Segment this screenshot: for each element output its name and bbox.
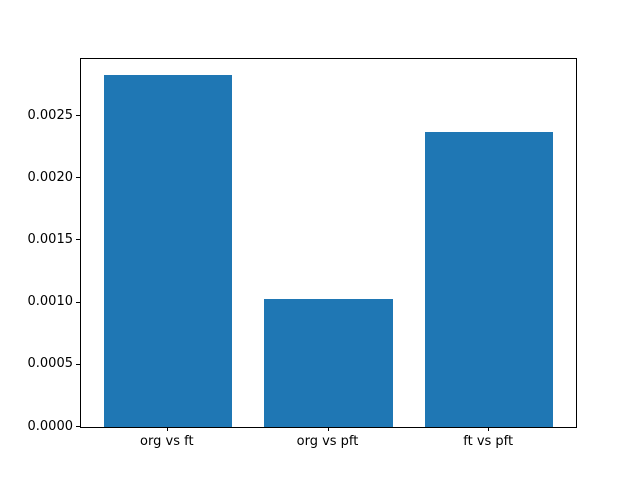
x-tick-label: org vs pft: [296, 434, 359, 449]
x-tick-mark: [327, 427, 329, 431]
bar-org-vs-ft: [103, 74, 233, 427]
y-tick-label: 0.0000: [27, 418, 74, 434]
y-tick-label: 0.0020: [27, 169, 74, 185]
y-tick-label: 0.0025: [27, 107, 74, 123]
y-tick-mark: [76, 301, 80, 303]
y-tick-label: 0.0005: [27, 356, 74, 372]
y-tick-label: 0.0010: [27, 294, 74, 310]
x-tick-label: org vs ft: [140, 434, 194, 449]
plot-area: [80, 58, 577, 428]
y-tick-mark: [76, 239, 80, 241]
x-tick-label: ft vs pft: [463, 434, 514, 449]
x-tick-mark: [166, 427, 168, 431]
y-tick-mark: [76, 363, 80, 365]
y-tick-label: 0.0015: [27, 231, 74, 247]
x-tick-mark: [488, 427, 490, 431]
y-tick-mark: [76, 426, 80, 427]
bar-ft-vs-pft: [424, 132, 554, 427]
bar-org-vs-pft: [264, 298, 393, 427]
y-tick-mark: [76, 115, 80, 116]
y-tick-mark: [76, 177, 80, 179]
